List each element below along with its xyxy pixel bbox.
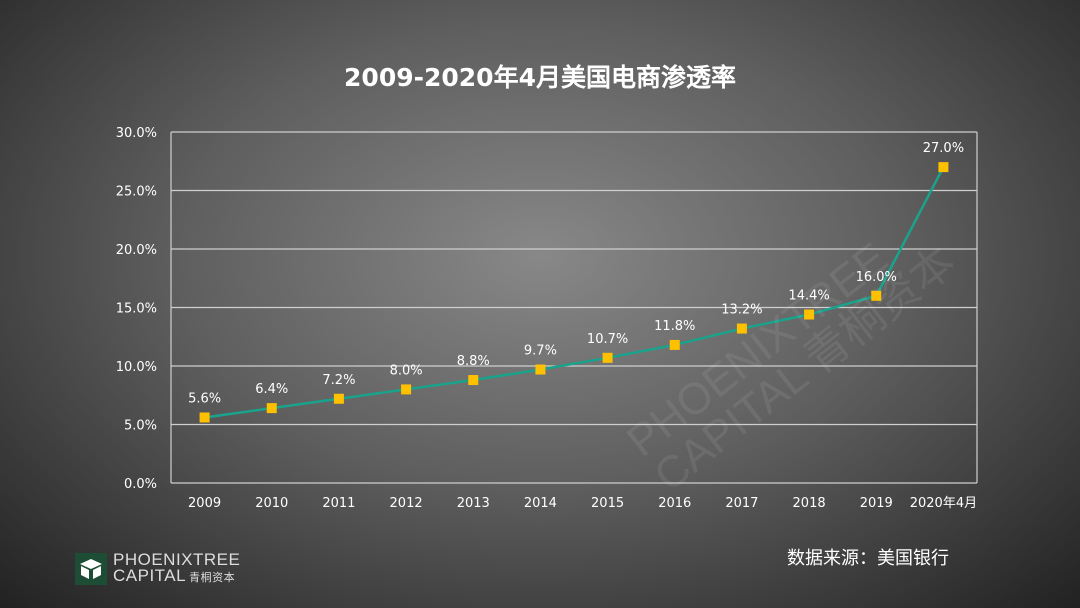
- data-point: [468, 375, 479, 386]
- data-label: 11.8%: [654, 319, 695, 334]
- x-tick-label: 2009: [188, 496, 221, 511]
- x-tick-label: 2018: [793, 496, 826, 511]
- series-line: [204, 166, 945, 419]
- logo-line2: CAPITAL: [113, 566, 187, 585]
- data-label: 10.7%: [587, 332, 628, 347]
- data-point: [871, 290, 882, 301]
- logo-line1: PHOENIXTREE: [113, 550, 241, 569]
- data-source: 数据来源：美国银行: [787, 548, 949, 569]
- data-point: [333, 393, 344, 404]
- x-tick-label: 2019: [860, 496, 893, 511]
- x-tick-label: 2011: [322, 496, 355, 511]
- data-point: [669, 339, 680, 350]
- y-tick-label: 25.0%: [116, 185, 157, 200]
- data-point: [804, 309, 815, 320]
- data-label: 5.6%: [188, 391, 221, 406]
- x-tick-label: 2017: [725, 496, 758, 511]
- data-point: [401, 384, 412, 395]
- company-logo: PHOENIXTREE CAPITAL 青桐资本: [75, 550, 241, 586]
- data-label: 16.0%: [856, 270, 897, 285]
- x-tick-label: 2010: [255, 496, 288, 511]
- data-point: [736, 323, 747, 334]
- logo-cube-icon: [75, 553, 107, 585]
- y-tick-label: 0.0%: [124, 477, 157, 492]
- data-label: 8.8%: [457, 354, 490, 369]
- data-point: [938, 162, 949, 173]
- data-label: 14.4%: [788, 289, 829, 304]
- chart-title: 2009-2020年4月美国电商渗透率: [344, 63, 736, 92]
- x-tick-label: 2016: [658, 496, 691, 511]
- data-label: 9.7%: [524, 344, 557, 359]
- logo-cn: 青桐资本: [189, 572, 236, 584]
- x-tick-label: 2020年4月: [910, 496, 977, 511]
- x-tick-label: 2014: [524, 496, 557, 511]
- y-tick-label: 5.0%: [124, 419, 157, 434]
- data-point: [602, 352, 613, 363]
- data-label: 27.0%: [923, 141, 964, 156]
- data-label: 13.2%: [721, 303, 762, 318]
- data-label: 7.2%: [322, 373, 355, 388]
- data-point: [199, 412, 210, 423]
- data-point: [266, 403, 277, 414]
- x-tick-label: 2013: [457, 496, 490, 511]
- data-point: [535, 364, 546, 375]
- data-label: 6.4%: [255, 382, 288, 397]
- data-label: 8.0%: [390, 363, 423, 378]
- y-tick-label: 30.0%: [116, 126, 157, 141]
- y-tick-label: 20.0%: [116, 243, 157, 258]
- x-tick-label: 2012: [390, 496, 423, 511]
- x-tick-label: 2015: [591, 496, 624, 511]
- y-tick-label: 10.0%: [116, 360, 157, 375]
- y-tick-label: 15.0%: [116, 302, 157, 317]
